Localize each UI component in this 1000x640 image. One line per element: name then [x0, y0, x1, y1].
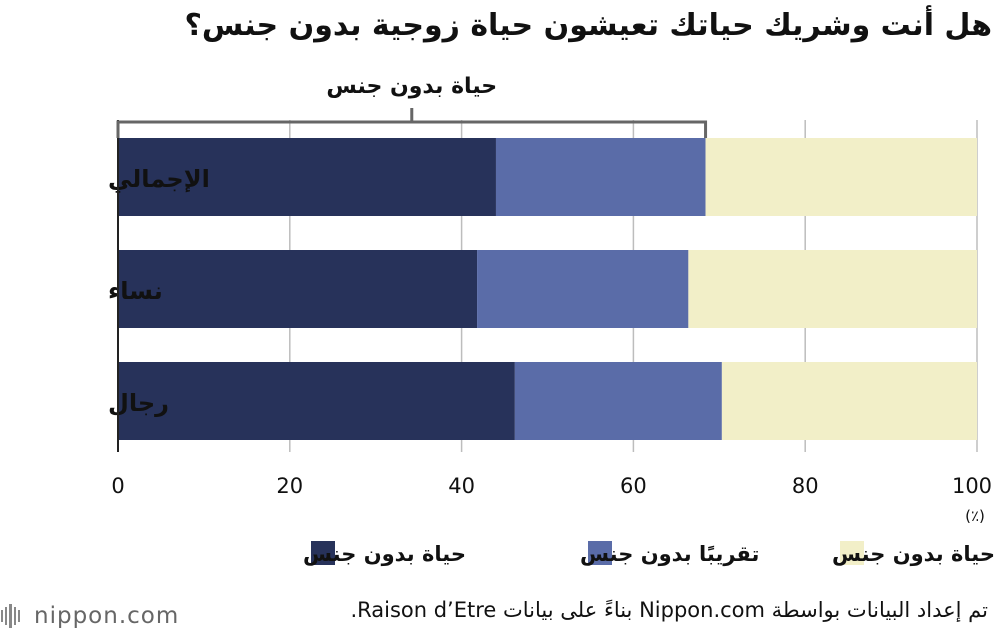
bar-segment: [118, 250, 478, 328]
legend-swatch: [840, 541, 864, 565]
legend-label: تقريبًا بدون جنس: [580, 542, 759, 566]
x-unit-label: (٪): [965, 507, 985, 525]
x-tick-label: 40: [448, 474, 475, 498]
x-tick-label: 20: [276, 474, 303, 498]
bar-segment: [477, 250, 689, 328]
bar-segment: [721, 362, 977, 440]
x-tick-label: 60: [620, 474, 647, 498]
x-tick-label: 100: [952, 474, 992, 498]
x-tick-label: 80: [792, 474, 819, 498]
chart-title: هل أنت وشريك حياتك تعيشون حياة زوجية بدو…: [184, 8, 992, 43]
logo-mark-icon: [1, 604, 20, 628]
logo-text: nippon.com: [34, 603, 180, 629]
category-label: نساء: [108, 277, 163, 305]
bracket-line: [116, 120, 708, 138]
bar-segment: [688, 250, 977, 328]
legend-swatch: [311, 541, 335, 565]
legend-swatch: [588, 541, 612, 565]
bar-segment: [705, 138, 977, 216]
legend-label: حياة بدون جنس: [832, 542, 995, 566]
bar-segment: [495, 138, 706, 216]
x-tick-label: 0: [111, 474, 124, 498]
bar-segment: [118, 138, 496, 216]
legend-label: حياة بدون جنس: [303, 542, 466, 566]
bar-segment: [118, 362, 515, 440]
bracket-label: حياة بدون جنس: [326, 74, 497, 99]
category-label: الإجمالي: [108, 165, 210, 193]
bar-segment: [514, 362, 722, 440]
nippon-logo: nippon.com: [0, 596, 179, 636]
source-note: تم إعداد البيانات بواسطة Nippon.com بناء…: [350, 598, 988, 622]
